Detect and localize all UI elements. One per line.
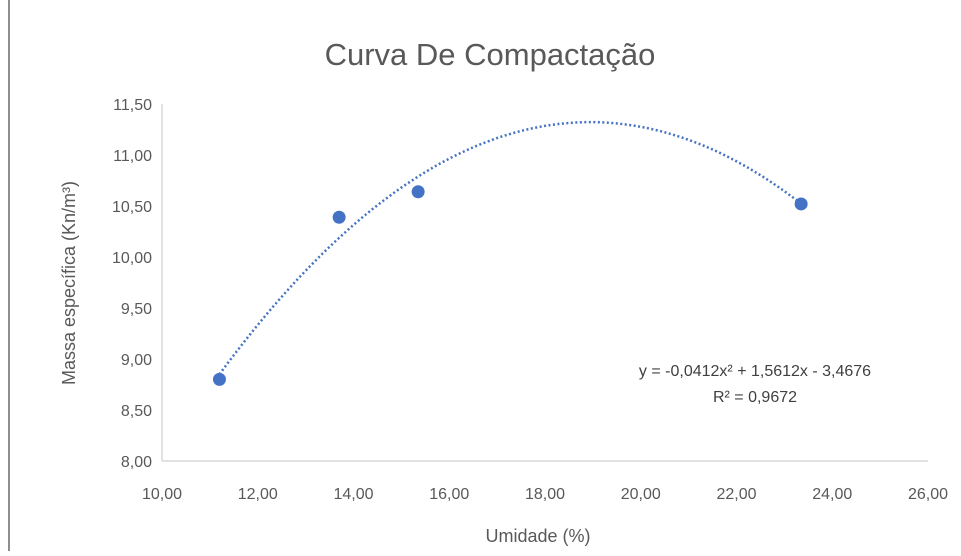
x-tick-label: 18,00: [525, 486, 565, 503]
data-point: [411, 185, 425, 199]
y-axis-label: Massa específica (Kn/m³): [59, 181, 79, 385]
trendline: [218, 120, 802, 376]
data-point: [212, 372, 226, 386]
x-tick-label: 22,00: [716, 486, 756, 503]
x-tick-label: 24,00: [812, 486, 852, 503]
x-axis-label: Umidade (%): [485, 526, 590, 546]
y-tick-label: 10,50: [112, 199, 152, 216]
axes: [161, 104, 928, 462]
data-point: [332, 210, 346, 224]
window-edge: [8, 0, 10, 551]
x-tick-label: 26,00: [908, 486, 948, 503]
y-tick-label: 8,50: [121, 403, 152, 420]
x-tick-label: 20,00: [621, 486, 661, 503]
y-tick-label: 9,50: [121, 301, 152, 318]
x-tick-labels: 10,00 12,00 14,00 16,00 18,00 20,00 22,00 24,00…: [142, 486, 948, 503]
x-tick-label: 10,00: [142, 486, 182, 503]
y-tick-label: 10,00: [112, 250, 152, 267]
trendline-equation: y = -0,0412x² + 1,5612x - 3,4676: [639, 363, 871, 380]
x-tick-label: 14,00: [333, 486, 373, 503]
y-tick-label: 8,00: [121, 454, 152, 471]
y-tick-label: 11,50: [113, 97, 152, 114]
y-tick-labels: 8,00 8,50 9,00 9,50 10,00 10,50 11,00 11,50: [112, 97, 152, 471]
y-tick-label: 11,00: [113, 148, 152, 165]
chart-title: Curva De Compactação: [325, 37, 656, 72]
y-tick-label: 9,00: [121, 352, 152, 369]
data-points: [212, 185, 808, 386]
r-squared-label: R² = 0,9672: [713, 389, 797, 406]
x-tick-label: 12,00: [238, 486, 278, 503]
data-point: [794, 197, 808, 211]
x-tick-label: 16,00: [429, 486, 469, 503]
